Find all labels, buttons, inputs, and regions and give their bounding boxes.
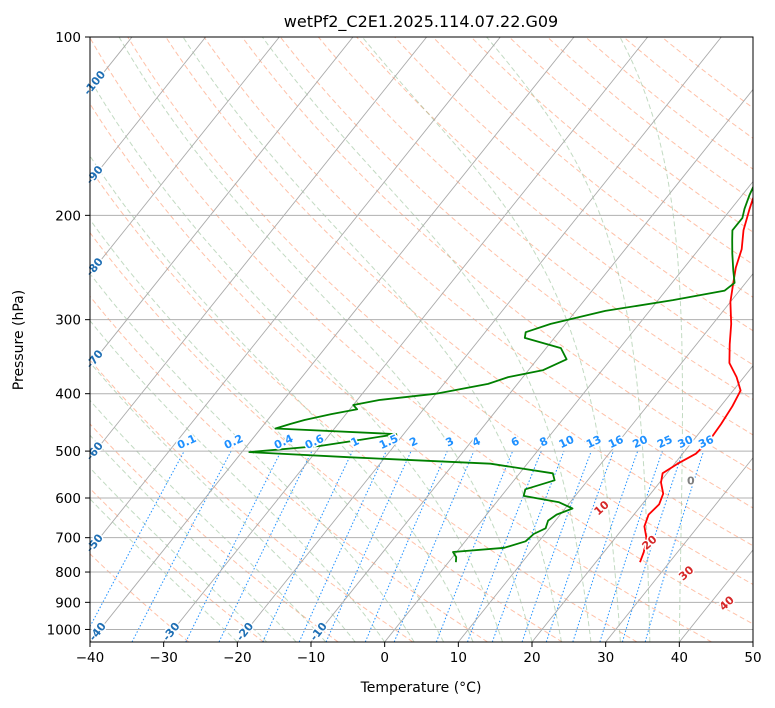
isotherm-line <box>457 272 753 642</box>
isotherm-line <box>310 88 753 642</box>
x-tick-label: 10 <box>450 650 467 666</box>
mixing-ratio-line <box>90 450 185 628</box>
y-tick-label: 900 <box>55 595 81 611</box>
x-axis-title: Temperature (°C) <box>360 680 482 696</box>
isotherm-line <box>384 180 753 642</box>
grid-lines <box>90 37 753 642</box>
dry-adiabat-line <box>394 37 753 332</box>
moist-adiabat-line <box>90 498 238 642</box>
y-tick-label: 100 <box>55 30 81 46</box>
isotherm-line <box>90 37 428 459</box>
temperature-profile <box>639 195 753 563</box>
mixing-ratio-line <box>131 450 232 642</box>
mixing-ratio-line <box>185 450 282 642</box>
mixing-ratio-line <box>435 450 514 642</box>
moist-adiabat-line <box>90 155 474 642</box>
y-tick-label: 400 <box>55 387 81 403</box>
dry-adiabat-line <box>90 102 712 642</box>
dry-adiabat-line <box>90 423 339 642</box>
x-tick-label: −30 <box>149 650 178 666</box>
dry-adiabat-line <box>90 37 753 625</box>
y-tick-label: 500 <box>55 444 81 460</box>
mixing-ratio-line <box>491 450 565 642</box>
dewpoint-profile <box>248 185 753 563</box>
isotherm-line <box>90 37 575 642</box>
dry-adiabat-line <box>90 359 414 642</box>
dry-adiabat-line <box>318 37 753 401</box>
moist-adiabat-line <box>90 78 503 642</box>
y-tick-label: 300 <box>55 313 81 329</box>
mixing-ratio-line <box>393 450 475 642</box>
dry-adiabat-line <box>547 37 753 201</box>
x-axis: −40 −30 −20 −10 0 10 20 30 40 50 <box>76 642 762 666</box>
dry-adiabat-line <box>203 37 753 509</box>
isotherm-line <box>90 37 354 367</box>
y-tick-label: 600 <box>55 491 81 507</box>
moist-adiabat-line <box>182 37 562 642</box>
moist-adiabat-line <box>90 434 297 642</box>
x-tick-label: −40 <box>76 650 105 666</box>
dry-adiabat-line <box>165 37 753 547</box>
isotherm-line <box>90 37 280 275</box>
isotherm-line <box>236 37 722 642</box>
x-tick-label: 50 <box>744 650 761 666</box>
isotherm-line <box>163 37 649 642</box>
moist-adiabat-line <box>90 218 445 642</box>
mixing-ratio-line <box>521 450 592 642</box>
plot-frame <box>89 36 754 643</box>
y-axis: 1000 900 800 700 600 500 400 300 200 100 <box>47 30 90 638</box>
moist-adiabat-line <box>118 37 533 642</box>
isotherm-line <box>605 457 753 642</box>
x-tick-label: 0 <box>380 650 389 666</box>
moist-adiabat-line <box>261 37 592 642</box>
mixing-ratio-line <box>218 450 313 642</box>
mixing-ratio-line <box>545 450 614 642</box>
moist-adiabat-label: 0 <box>687 474 695 487</box>
moist-adiabat-line <box>90 399 327 642</box>
dry-adiabat-line <box>90 231 563 642</box>
moist-adiabat-line <box>486 37 651 642</box>
moist-adiabat-line <box>361 37 621 642</box>
mixing-ratio-line <box>262 450 353 642</box>
x-tick-label: 30 <box>597 650 614 666</box>
x-tick-label: 40 <box>671 650 688 666</box>
x-tick-label: −20 <box>223 650 252 666</box>
x-tick-label: 20 <box>523 650 540 666</box>
profiles <box>248 185 753 563</box>
isotherm-line <box>90 37 501 551</box>
y-tick-label: 700 <box>55 531 81 547</box>
y-axis-title: Pressure (hPa) <box>11 290 27 390</box>
y-tick-label: 1000 <box>47 622 81 638</box>
mixing-ratio-line <box>467 450 542 642</box>
dry-adiabat-line <box>127 37 753 585</box>
isotherm-line <box>90 37 207 183</box>
dry-adiabat-line <box>90 487 264 642</box>
y-tick-label: 800 <box>55 565 81 581</box>
moist-adiabat-line <box>619 37 683 642</box>
chart-title: wetPf2_C2E1.2025.114.07.22.G09 <box>284 12 558 32</box>
dry-adiabat-line <box>470 37 753 266</box>
dry-adiabat-line <box>279 37 753 436</box>
dry-adiabat-line <box>90 295 488 642</box>
x-tick-label: −10 <box>297 650 326 666</box>
y-tick-label: 200 <box>55 208 81 224</box>
dry-adiabat-line <box>623 37 753 139</box>
isotherm-line <box>531 365 753 642</box>
moist-adiabat-line <box>90 319 386 642</box>
mixing-ratio-label: 10 <box>557 433 577 451</box>
moist-adiabat-line <box>90 467 268 642</box>
dry-adiabat-line <box>90 167 638 642</box>
